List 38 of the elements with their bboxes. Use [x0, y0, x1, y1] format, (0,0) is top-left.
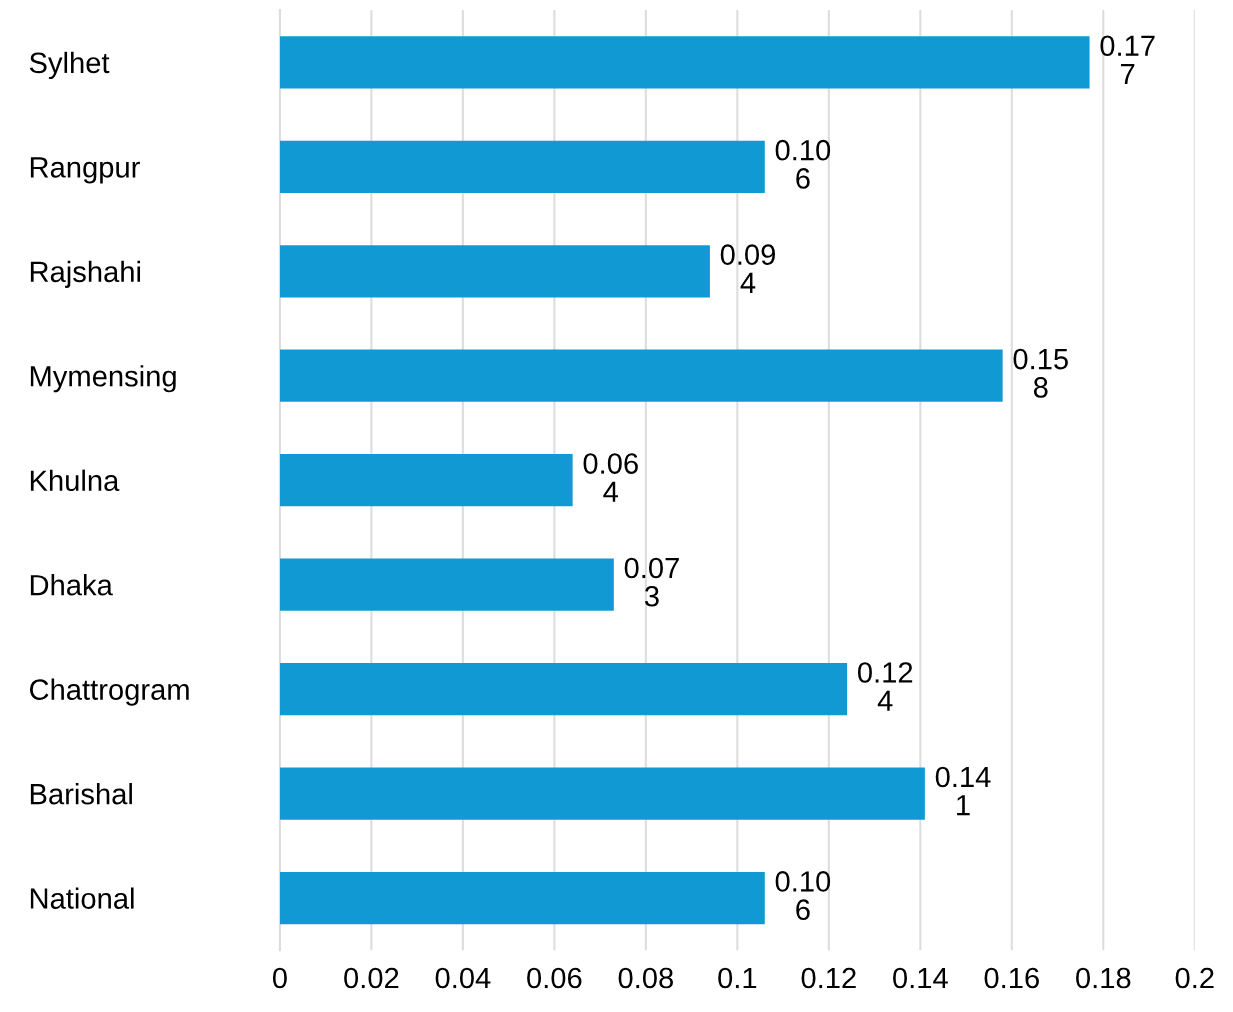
x-tick-label: 0.1	[718, 967, 757, 989]
y-tick-label: Khulna	[30, 469, 120, 492]
data-label: 0.09 4	[720, 244, 775, 293]
data-label: 0.10 6	[775, 139, 831, 189]
data-label: 0.07 3	[624, 557, 679, 607]
y-tick-label: Mymensing	[30, 365, 176, 393]
data-label: 0.17 7	[1100, 35, 1155, 85]
x-tick-label: 0.12	[801, 967, 856, 989]
data-label: 0.10 6	[775, 871, 831, 920]
x-tick-label: 0.04	[435, 967, 491, 989]
data-label: 0.12 4	[857, 662, 913, 711]
y-tick-label: Rajshahi	[30, 260, 141, 288]
y-tick-label: Dhaka	[30, 574, 113, 596]
y-tick-label: Rangpur	[30, 157, 140, 184]
bar	[279, 36, 1090, 89]
bar	[279, 663, 848, 716]
data-label: 0.06 4	[583, 453, 638, 502]
bar	[279, 245, 710, 298]
bar	[279, 140, 765, 193]
x-tick-label: 0.14	[893, 967, 948, 989]
data-label: 0.14 1	[935, 766, 991, 816]
x-tick-label: 0	[272, 967, 287, 989]
x-tick-label: 0.06	[527, 967, 582, 989]
data-label: 0.15 8	[1013, 348, 1068, 398]
y-tick-label: National	[30, 887, 134, 909]
x-tick-label: 0.18	[1076, 967, 1131, 989]
bar	[279, 454, 573, 507]
y-tick-label: Barishal	[30, 783, 132, 805]
x-tick-label: 0.16	[984, 967, 1039, 989]
x-tick-label: 0.2	[1175, 967, 1214, 989]
y-tick-label: Sylhet	[29, 51, 110, 79]
bar	[279, 558, 614, 611]
y-tick-label: Chattrogram	[29, 678, 189, 706]
x-tick-label: 0.08	[618, 967, 673, 989]
bar	[279, 871, 765, 925]
x-tick-label: 0.02	[344, 967, 399, 989]
bar	[279, 349, 1003, 402]
bar	[279, 767, 925, 820]
